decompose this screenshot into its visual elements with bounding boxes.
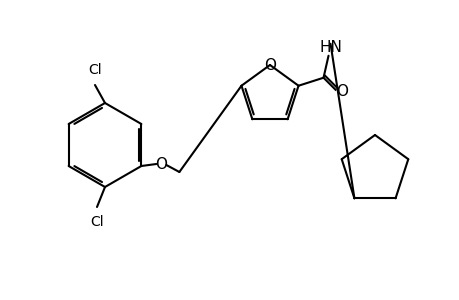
- Text: Cl: Cl: [88, 63, 101, 77]
- Text: HN: HN: [319, 40, 341, 55]
- Text: O: O: [155, 157, 167, 172]
- Text: O: O: [336, 84, 348, 99]
- Text: Cl: Cl: [90, 215, 104, 229]
- Text: O: O: [263, 58, 275, 73]
